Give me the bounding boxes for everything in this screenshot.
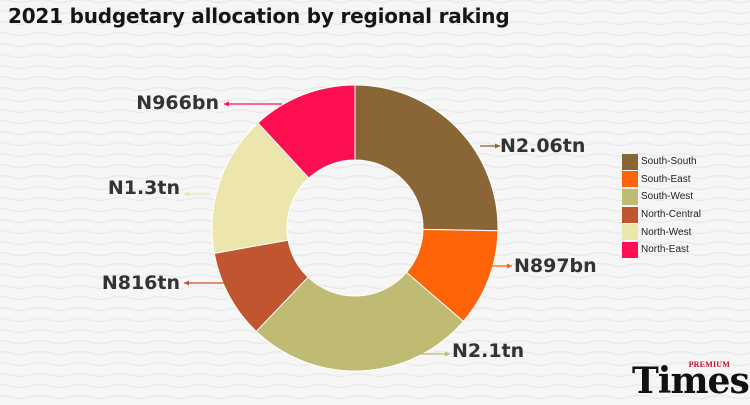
background-wave-line <box>0 196 750 202</box>
legend-label: South-West <box>641 191 694 203</box>
legend-label: South-East <box>641 173 691 185</box>
background-wave-line <box>0 53 750 59</box>
legend-item-south-south: South-South <box>622 153 701 171</box>
data-label-south-east: N897bn <box>514 255 597 277</box>
premium-times-logo: Times PREMIUM <box>632 360 750 402</box>
background-wave-line <box>0 240 750 246</box>
legend-item-north-central: North-Central <box>622 206 701 224</box>
background-wave-line <box>0 383 750 389</box>
donut-slice-south-south <box>354 84 499 232</box>
leader-arrowhead <box>184 191 189 197</box>
background-wave-line <box>0 262 750 268</box>
background-wave-line <box>0 9 750 15</box>
background-wave-line <box>0 75 750 81</box>
chart-legend: South-South South-East South-West North-… <box>622 153 701 259</box>
leader-arrowhead <box>224 101 229 107</box>
legend-item-north-east: North-East <box>622 241 701 259</box>
background-wave-line <box>0 0 750 4</box>
background-wave-line <box>0 185 750 191</box>
data-label-south-south: N2.06tn <box>500 135 585 157</box>
data-label-north-east: N966bn <box>136 92 219 114</box>
data-label-north-west: N1.3tn <box>108 177 180 199</box>
background-wave-line <box>0 174 750 180</box>
legend-label: North-Central <box>641 209 702 221</box>
background-wave-line <box>0 273 750 279</box>
background-wave-line <box>0 218 750 224</box>
donut-slice-south-west <box>255 271 464 372</box>
legend-label: North-East <box>641 244 689 256</box>
legend-swatch <box>622 241 638 258</box>
legend-swatch <box>622 171 638 188</box>
legend-swatch <box>622 224 638 241</box>
leader-arrowhead <box>184 280 189 286</box>
background-wave-line <box>0 394 750 400</box>
background-wave-line <box>0 64 750 70</box>
leader-arrowhead <box>445 351 450 357</box>
legend-swatch <box>622 206 638 223</box>
legend-swatch <box>622 188 638 205</box>
logo-premium-text: PREMIUM <box>688 360 730 369</box>
background-wave-line <box>0 20 750 26</box>
background-wave-line <box>0 207 750 213</box>
background-wave-line <box>0 42 750 48</box>
legend-label: South-South <box>641 156 697 168</box>
data-label-south-west: N2.1tn <box>452 340 524 362</box>
logo-times-text: Times <box>632 360 750 402</box>
leader-arrowhead <box>507 263 512 269</box>
background-wave-line <box>0 372 750 378</box>
donut-slice-north-east <box>257 84 356 179</box>
legend-item-south-east: South-East <box>622 171 701 189</box>
legend-item-north-west: North-West <box>622 223 701 241</box>
legend-label: North-West <box>641 226 692 238</box>
leader-arrowhead <box>495 143 500 149</box>
background-wave-line <box>0 229 750 235</box>
data-label-north-central: N816tn <box>102 272 180 294</box>
chart-title: 2021 budgetary allocation by regional ra… <box>8 4 510 28</box>
legend-swatch <box>622 153 638 170</box>
background-wave-line <box>0 31 750 37</box>
legend-item-south-west: South-West <box>622 188 701 206</box>
background-wave-line <box>0 251 750 257</box>
donut-slice-north-west <box>211 122 310 254</box>
